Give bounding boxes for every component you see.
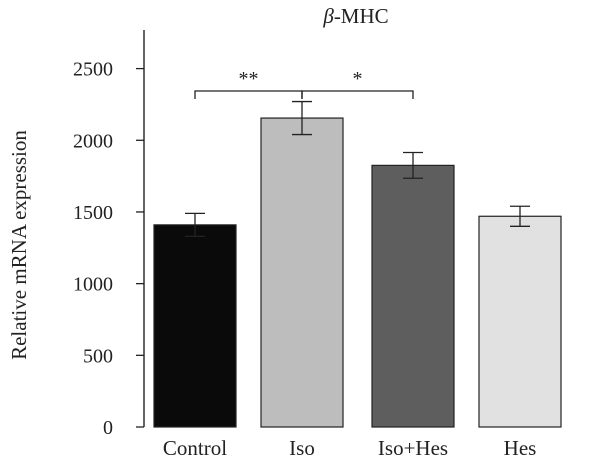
x-tick-label: Control (163, 436, 227, 460)
x-tick-label: Iso+Hes (378, 436, 448, 460)
bars (153, 100, 562, 428)
bar-control (153, 224, 237, 428)
significance-label: ** (239, 68, 259, 90)
significance-brackets: ** * (194, 68, 414, 99)
bar-iso (260, 117, 344, 428)
bar-iso-hes (371, 164, 455, 428)
y-axis-ticks: 0 500 1000 1500 2000 2500 (73, 59, 144, 439)
significance-label: * (353, 68, 363, 90)
y-tick-label: 2000 (73, 130, 113, 152)
significance-bracket (194, 90, 303, 99)
chart-title: β-MHC (322, 4, 388, 28)
y-axis-label: Relative mRNA expression (7, 130, 31, 360)
y-tick-label: 0 (103, 417, 113, 439)
x-axis-labels: Control Iso Iso+Hes Hes (163, 436, 536, 460)
y-tick-label: 2500 (73, 59, 113, 81)
y-tick-label: 500 (83, 345, 113, 367)
x-tick-label: Iso (289, 436, 315, 460)
y-tick-label: 1000 (73, 274, 113, 296)
significance-bracket (301, 90, 414, 99)
x-tick-label: Hes (504, 436, 537, 460)
bar-hes (478, 215, 562, 428)
y-tick-label: 1500 (73, 202, 113, 224)
